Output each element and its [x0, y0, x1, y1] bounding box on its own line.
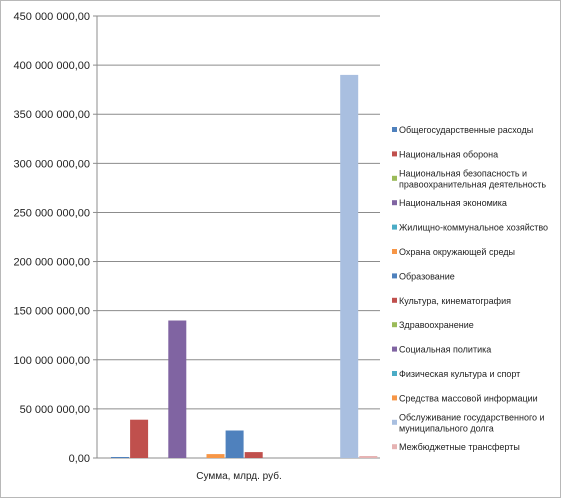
bar: [244, 452, 263, 458]
legend-swatch: [392, 151, 397, 157]
legend-swatch: [392, 322, 397, 328]
legend-label: Физическая культура и спорт: [399, 369, 520, 379]
y-tick-label: 450 000 000,00: [14, 11, 90, 23]
legend-swatch: [392, 127, 397, 132]
legend-label: Охрана окружающей среды: [399, 247, 515, 257]
y-tick-label: 250 000 000,00: [14, 207, 90, 219]
legend-swatch: [392, 419, 397, 425]
y-tick-label: 150 000 000,00: [14, 306, 90, 318]
legend-label: Образование: [399, 271, 455, 281]
legend-swatch: [392, 224, 397, 230]
legend-label: Жилищно-коммунальное хозяйство: [399, 223, 548, 233]
bars: [111, 74, 378, 459]
legend-label: Средства массовой информации: [399, 393, 538, 403]
legend-label: Здравоохранение: [399, 320, 474, 330]
legend-label: Национальная оборона: [399, 149, 498, 159]
bar: [206, 454, 225, 458]
bar: [130, 419, 149, 458]
legend-swatch: [392, 444, 397, 450]
bar: [168, 320, 187, 458]
y-tick-label: 50 000 000,00: [20, 404, 90, 416]
y-tick-label: 200 000 000,00: [14, 257, 90, 269]
bar: [111, 457, 129, 458]
legend-swatch: [392, 273, 397, 279]
y-tick-label: 100 000 000,00: [14, 355, 90, 367]
legend-swatch: [392, 200, 397, 206]
legend-label: Общегосударственные расходы: [399, 125, 533, 135]
y-tick-label: 300 000 000,00: [14, 158, 90, 170]
x-category-label: Сумма, млрд. руб.: [196, 470, 281, 482]
gridlines: [97, 15, 380, 410]
legend-swatch: [392, 371, 397, 376]
bar: [340, 74, 359, 459]
legend: Общегосударственные расходы Национальная …: [392, 125, 548, 452]
legend-label: Межбюджетные трансферты: [399, 442, 520, 452]
y-tick-label: 400 000 000,00: [14, 60, 90, 72]
legend-swatch: [392, 395, 397, 401]
bar: [359, 456, 378, 458]
y-tick-label: 0,00: [69, 453, 90, 465]
y-tick-label: 350 000 000,00: [14, 109, 90, 121]
legend-swatch: [392, 249, 397, 254]
legend-swatch: [392, 175, 397, 181]
legend-swatch: [392, 297, 397, 303]
bar: [225, 430, 244, 458]
legend-label: Национальная безопасность и правоохраните…: [399, 168, 546, 189]
legend-label: Культура, кинематография: [399, 296, 511, 306]
legend-swatch: [392, 346, 397, 352]
legend-label: Национальная экономика: [399, 198, 507, 208]
legend-label: Социальная политика: [399, 345, 491, 355]
legend-label: Обслуживание государственного и муниципал…: [399, 412, 545, 433]
y-ticks: 0,00 50 000 000,00 100 000 000,00 150 000 0…: [14, 11, 97, 465]
